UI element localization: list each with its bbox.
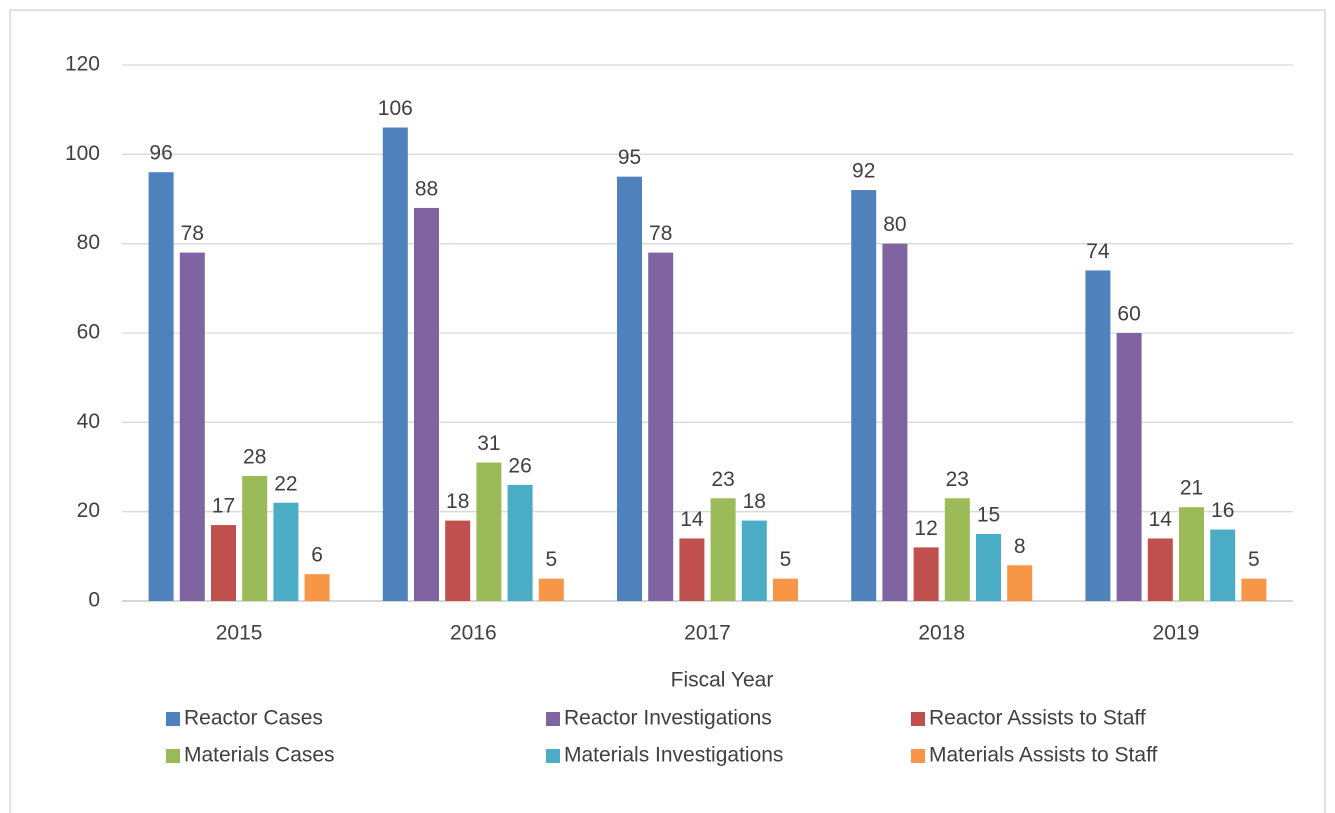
bar	[179, 252, 205, 601]
data-label: 106	[378, 97, 413, 120]
legend-swatch	[546, 712, 560, 726]
data-label: 5	[780, 548, 792, 571]
legend-label: Reactor Investigations	[564, 707, 772, 730]
bar	[882, 243, 908, 601]
bar	[476, 462, 502, 601]
legend-swatch	[166, 712, 180, 726]
data-label: 88	[415, 177, 438, 200]
bar	[944, 498, 970, 601]
data-label: 60	[1117, 303, 1140, 326]
bar	[211, 525, 236, 601]
bar	[617, 176, 642, 601]
data-label: 96	[149, 142, 172, 165]
bar	[679, 538, 705, 601]
x-tick-label: 2019	[1153, 622, 1200, 645]
data-label: 26	[508, 454, 531, 477]
bar	[273, 502, 299, 601]
data-label: 15	[977, 504, 1000, 527]
bar	[648, 252, 674, 601]
bar	[382, 127, 408, 602]
data-label: 18	[446, 490, 469, 513]
bar	[913, 547, 939, 601]
x-tick-label: 2016	[450, 622, 497, 645]
data-label: 21	[1180, 477, 1203, 500]
data-label: 8	[1014, 535, 1026, 558]
x-tick-label: 2018	[918, 622, 965, 645]
y-tick-label: 20	[77, 499, 100, 522]
bar	[851, 190, 877, 602]
legend-swatch	[166, 749, 180, 763]
bar	[1007, 565, 1033, 601]
bar	[148, 172, 174, 601]
bar	[1179, 507, 1204, 601]
y-tick-label: 80	[77, 231, 100, 254]
data-label: 31	[477, 432, 500, 455]
y-tick-label: 40	[77, 410, 100, 433]
legend-label: Materials Cases	[184, 744, 335, 767]
chart-border	[9, 9, 1326, 813]
bar	[1210, 529, 1236, 601]
bar	[445, 520, 471, 601]
bar	[414, 207, 439, 601]
x-tick-label: 2015	[216, 622, 263, 645]
data-label: 16	[1211, 499, 1234, 522]
bar	[1241, 578, 1267, 601]
bar	[1147, 538, 1173, 601]
bar	[304, 574, 330, 601]
legend-label: Materials Investigations	[564, 744, 783, 767]
data-label: 23	[946, 468, 969, 491]
data-label: 74	[1086, 240, 1110, 263]
y-tick-label: 60	[77, 321, 100, 344]
x-axis-title: Fiscal Year	[671, 669, 774, 692]
bar	[741, 520, 767, 601]
data-label: 28	[243, 445, 266, 468]
data-label: 22	[274, 472, 297, 495]
data-label: 14	[680, 508, 704, 531]
data-label: 14	[1149, 508, 1173, 531]
y-tick-label: 0	[88, 589, 100, 612]
data-label: 95	[618, 146, 641, 169]
data-label: 17	[212, 495, 235, 518]
bar	[538, 578, 564, 601]
data-label: 6	[311, 544, 323, 567]
data-label: 12	[914, 517, 937, 540]
bar	[976, 534, 1001, 601]
data-label: 5	[545, 548, 557, 571]
y-tick-label: 100	[65, 142, 100, 165]
bar	[242, 475, 268, 601]
x-tick-label: 2017	[684, 622, 731, 645]
legend-swatch	[546, 749, 560, 763]
data-label: 80	[883, 213, 906, 236]
y-tick-label: 120	[65, 53, 100, 76]
bar	[773, 578, 798, 601]
bar	[710, 498, 736, 601]
legend-swatch	[911, 712, 925, 726]
legend-label: Reactor Cases	[184, 707, 323, 730]
legend-swatch	[911, 749, 925, 763]
legend-label: Reactor Assists to Staff	[929, 707, 1146, 730]
bar	[1116, 333, 1142, 601]
data-label: 18	[743, 490, 766, 513]
data-label: 5	[1248, 548, 1260, 571]
bar	[1085, 270, 1111, 601]
data-label: 78	[181, 222, 204, 245]
data-label: 78	[649, 222, 672, 245]
data-label: 92	[852, 160, 875, 183]
bar	[507, 484, 533, 601]
data-label: 23	[711, 468, 734, 491]
legend-label: Materials Assists to Staff	[929, 744, 1158, 767]
